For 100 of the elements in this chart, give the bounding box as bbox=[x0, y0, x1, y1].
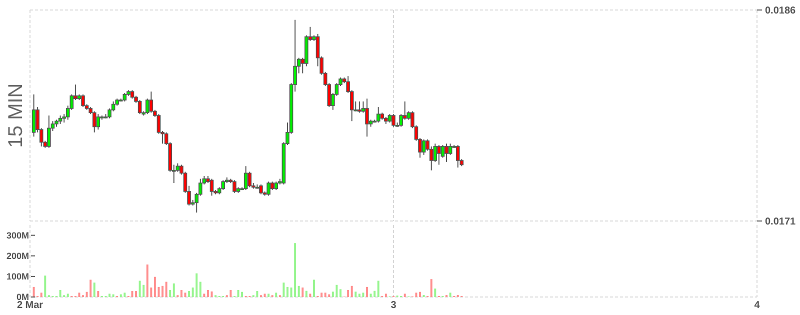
candlestick bbox=[92, 110, 96, 133]
candlestick bbox=[32, 94, 36, 138]
candlestick bbox=[358, 100, 362, 114]
bar bbox=[230, 290, 232, 297]
bar bbox=[434, 288, 436, 297]
bar bbox=[180, 290, 182, 297]
bar bbox=[241, 292, 244, 297]
candlestick bbox=[422, 138, 426, 156]
bar bbox=[320, 292, 323, 297]
bar bbox=[268, 294, 270, 297]
bar bbox=[354, 292, 357, 297]
bar bbox=[358, 294, 360, 297]
candlestick bbox=[444, 143, 448, 162]
candlestick bbox=[47, 115, 51, 148]
bar bbox=[298, 286, 300, 297]
bar bbox=[384, 294, 387, 297]
bar bbox=[282, 282, 285, 297]
bar bbox=[172, 283, 175, 297]
candlestick bbox=[259, 184, 263, 195]
bar bbox=[120, 294, 122, 297]
candlestick bbox=[392, 114, 396, 128]
candlestick bbox=[149, 91, 154, 114]
y-tick-label: 200M bbox=[6, 251, 29, 262]
candlestick bbox=[96, 114, 100, 130]
x-tick-label: 4 bbox=[754, 300, 760, 311]
y-tick-label: 0.0171 bbox=[765, 216, 796, 228]
bar bbox=[162, 286, 164, 297]
bar bbox=[312, 280, 315, 297]
bar bbox=[169, 290, 172, 297]
bar bbox=[449, 292, 452, 297]
bar bbox=[135, 291, 138, 297]
bar bbox=[32, 286, 35, 297]
x-tick-label: 2 Mar bbox=[16, 300, 44, 311]
bar bbox=[44, 276, 46, 297]
x-tick-label: 3 bbox=[390, 300, 397, 311]
bar bbox=[404, 294, 406, 297]
bar bbox=[419, 292, 422, 297]
bar bbox=[294, 243, 296, 297]
bar bbox=[347, 290, 350, 297]
bar bbox=[196, 273, 198, 297]
bar bbox=[324, 292, 326, 297]
candlestick bbox=[248, 171, 252, 188]
bar bbox=[377, 280, 380, 297]
bar bbox=[302, 288, 304, 297]
candlestick bbox=[448, 143, 452, 156]
y-tick-label: 0.0186 bbox=[765, 6, 796, 16]
bar bbox=[415, 292, 418, 297]
bar bbox=[93, 282, 96, 297]
bar bbox=[237, 290, 240, 297]
candlestick bbox=[456, 144, 460, 168]
candlestick bbox=[437, 144, 441, 166]
bar bbox=[146, 264, 148, 297]
bar bbox=[309, 294, 312, 297]
bar bbox=[203, 294, 206, 297]
bar bbox=[112, 294, 114, 297]
y-tick-label: 300M bbox=[6, 230, 29, 240]
bar bbox=[142, 284, 145, 297]
bar bbox=[336, 284, 338, 297]
bar bbox=[108, 294, 111, 297]
candlestick bbox=[365, 98, 369, 138]
bar bbox=[40, 292, 42, 297]
bar bbox=[59, 290, 62, 297]
candlestick bbox=[232, 180, 236, 194]
candlestick bbox=[210, 178, 214, 196]
bar bbox=[430, 279, 432, 297]
bar bbox=[305, 290, 308, 297]
bar bbox=[206, 290, 209, 297]
bar bbox=[131, 291, 134, 297]
bar bbox=[362, 292, 364, 297]
bar bbox=[66, 294, 69, 297]
bar bbox=[97, 291, 100, 297]
bar bbox=[210, 291, 213, 297]
bar bbox=[328, 294, 330, 297]
bar bbox=[184, 292, 186, 297]
candlestick bbox=[244, 166, 248, 191]
bar bbox=[264, 294, 266, 297]
bar bbox=[78, 292, 80, 297]
bar bbox=[165, 282, 168, 297]
bar bbox=[124, 292, 126, 297]
bar bbox=[188, 291, 190, 297]
candlestick bbox=[81, 94, 85, 108]
y-tick-label: 0M bbox=[16, 292, 29, 302]
bar bbox=[138, 280, 141, 297]
bar bbox=[154, 276, 156, 297]
candlestick bbox=[138, 100, 142, 115]
candlestick bbox=[376, 106, 380, 124]
bar bbox=[275, 292, 278, 297]
bar bbox=[370, 294, 372, 297]
bar bbox=[199, 282, 202, 297]
bar bbox=[256, 291, 258, 297]
bar bbox=[286, 286, 288, 297]
y-tick-label: 100M bbox=[6, 272, 29, 282]
candlestick bbox=[266, 181, 270, 196]
bar bbox=[350, 286, 353, 297]
bar bbox=[374, 290, 376, 297]
y-axis-title: 15 MIN bbox=[5, 83, 27, 148]
bar bbox=[366, 286, 368, 297]
candlestick bbox=[221, 180, 226, 191]
bar bbox=[339, 289, 342, 297]
bar bbox=[90, 280, 92, 297]
